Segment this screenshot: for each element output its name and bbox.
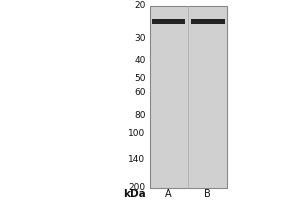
- Text: 40: 40: [134, 56, 146, 65]
- Text: 20: 20: [134, 1, 146, 10]
- Text: 30: 30: [134, 34, 146, 43]
- Text: 200: 200: [128, 184, 146, 192]
- Bar: [152, 19, 184, 24]
- Text: kDa: kDa: [123, 189, 146, 199]
- Text: 140: 140: [128, 155, 146, 164]
- Text: 80: 80: [134, 111, 146, 120]
- Text: A: A: [165, 189, 171, 199]
- Text: 100: 100: [128, 129, 146, 138]
- Text: B: B: [204, 189, 211, 199]
- Text: 50: 50: [134, 74, 146, 83]
- Bar: [190, 19, 225, 24]
- Text: 60: 60: [134, 88, 146, 97]
